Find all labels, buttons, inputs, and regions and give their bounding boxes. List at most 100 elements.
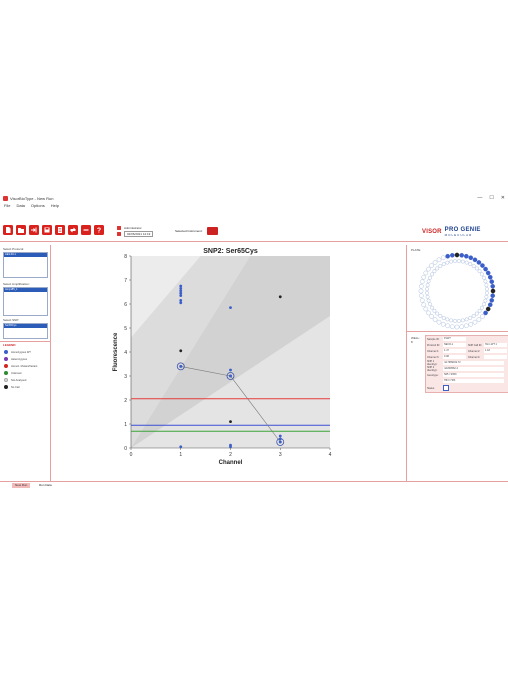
plate-well[interactable]: [450, 324, 455, 329]
instrument-selector[interactable]: Selected Instrument:: [175, 227, 218, 235]
plate-well[interactable]: [432, 317, 438, 322]
plate-well[interactable]: [421, 302, 427, 308]
plate-well[interactable]: [441, 262, 446, 266]
plate-well[interactable]: [435, 266, 440, 271]
plate-well[interactable]: [482, 302, 486, 307]
instrument-icon[interactable]: [206, 227, 218, 235]
plate-well[interactable]: [423, 270, 429, 276]
maximize-button[interactable]: ☐: [489, 195, 494, 201]
plate-well[interactable]: [426, 279, 431, 284]
plate-well[interactable]: [425, 294, 430, 299]
plate-well[interactable]: [480, 314, 485, 319]
plate-well[interactable]: [457, 319, 461, 323]
plate-well[interactable]: [485, 306, 491, 312]
plate-well[interactable]: [429, 263, 434, 268]
plate-well[interactable]: [483, 310, 488, 316]
snp-list[interactable]: Ser65Cys: [3, 323, 48, 339]
plate-well[interactable]: [477, 269, 482, 274]
plate-well[interactable]: [482, 275, 486, 280]
plate-well[interactable]: [425, 291, 429, 295]
plate-well[interactable]: [476, 317, 482, 322]
plate-well[interactable]: [480, 263, 485, 268]
protocol-item[interactable]: AE3-00-1: [4, 253, 47, 257]
minimize-button[interactable]: —: [477, 195, 483, 201]
plate-well[interactable]: [483, 279, 488, 284]
menu-file[interactable]: File: [4, 203, 11, 208]
plate-well[interactable]: [436, 319, 442, 325]
plate-well[interactable]: [435, 311, 440, 316]
login-button[interactable]: [29, 225, 39, 235]
amplification-list[interactable]: Amp185_1: [3, 287, 48, 316]
plate-well[interactable]: [477, 308, 482, 313]
snp-item[interactable]: Ser65Cys: [4, 324, 47, 328]
plate-well[interactable]: [489, 279, 495, 284]
plate-well[interactable]: [454, 252, 460, 258]
plate-well[interactable]: [419, 279, 425, 284]
plate-well[interactable]: [425, 287, 429, 291]
plate-well[interactable]: [453, 319, 457, 323]
plate-well[interactable]: [464, 260, 469, 265]
plate-well[interactable]: [425, 283, 430, 288]
close-button[interactable]: ✕: [500, 195, 505, 201]
save-button[interactable]: [42, 225, 52, 235]
plate-well[interactable]: [487, 302, 493, 308]
plate-well[interactable]: [438, 264, 443, 268]
plate-well[interactable]: [489, 298, 495, 303]
plate-well[interactable]: [460, 259, 465, 264]
plate-well[interactable]: [436, 257, 442, 263]
plate-well[interactable]: [483, 298, 488, 303]
plate-well[interactable]: [472, 257, 478, 263]
plate-well[interactable]: [430, 272, 434, 277]
plate-well[interactable]: [429, 314, 434, 319]
plate-well[interactable]: [485, 287, 489, 291]
plate-well[interactable]: [485, 270, 491, 276]
plate-well[interactable]: [471, 264, 476, 268]
plate-well[interactable]: [490, 288, 496, 294]
plate-well[interactable]: [428, 302, 432, 307]
plate-well[interactable]: [419, 293, 424, 298]
menu-data[interactable]: Data: [16, 203, 25, 208]
plate-well[interactable]: [450, 253, 455, 258]
menu-options[interactable]: Options: [30, 203, 45, 208]
plate-well[interactable]: [480, 305, 484, 310]
plate-well[interactable]: [432, 269, 437, 274]
protocol-list[interactable]: AE3-00-1: [3, 252, 48, 278]
tab-new-run[interactable]: New Run: [12, 483, 31, 488]
plate-well[interactable]: [426, 310, 431, 316]
plate-well[interactable]: [464, 323, 469, 329]
plate-well[interactable]: [480, 272, 484, 277]
plate-well[interactable]: [441, 316, 446, 320]
plate-well[interactable]: [440, 321, 446, 327]
plate-well[interactable]: [419, 284, 424, 289]
plate-well[interactable]: [468, 262, 473, 266]
remove-button[interactable]: [81, 225, 91, 235]
plate-well[interactable]: [468, 321, 474, 327]
plate-well[interactable]: [438, 314, 443, 318]
date-field[interactable]: 02/06/2021 12:19: [124, 231, 154, 237]
plate-well[interactable]: [483, 266, 488, 272]
plate-well[interactable]: [445, 323, 450, 329]
amplification-item[interactable]: Amp185_1: [4, 288, 47, 292]
plate-well[interactable]: [474, 311, 479, 316]
plate-well[interactable]: [464, 317, 469, 322]
plate-well[interactable]: [459, 253, 464, 258]
plate-well[interactable]: [419, 298, 425, 303]
plate-well[interactable]: [464, 253, 469, 259]
plate-well[interactable]: [460, 318, 465, 323]
plate-well[interactable]: [485, 291, 489, 295]
plate-well[interactable]: [484, 283, 489, 288]
plate-well[interactable]: [449, 318, 454, 323]
help-button[interactable]: ?: [94, 225, 104, 235]
menu-help[interactable]: Help: [50, 203, 59, 208]
plate-well[interactable]: [432, 260, 438, 265]
plate-well[interactable]: [490, 284, 495, 289]
sync-button[interactable]: [68, 225, 78, 235]
document-button[interactable]: [55, 225, 65, 235]
plate-well[interactable]: [487, 274, 493, 280]
new-file-button[interactable]: [3, 225, 13, 235]
plate-well[interactable]: [476, 260, 482, 265]
plate-well[interactable]: [449, 259, 454, 264]
plate-well[interactable]: [421, 274, 427, 280]
plate-well[interactable]: [426, 298, 431, 303]
plate-well[interactable]: [472, 319, 478, 325]
